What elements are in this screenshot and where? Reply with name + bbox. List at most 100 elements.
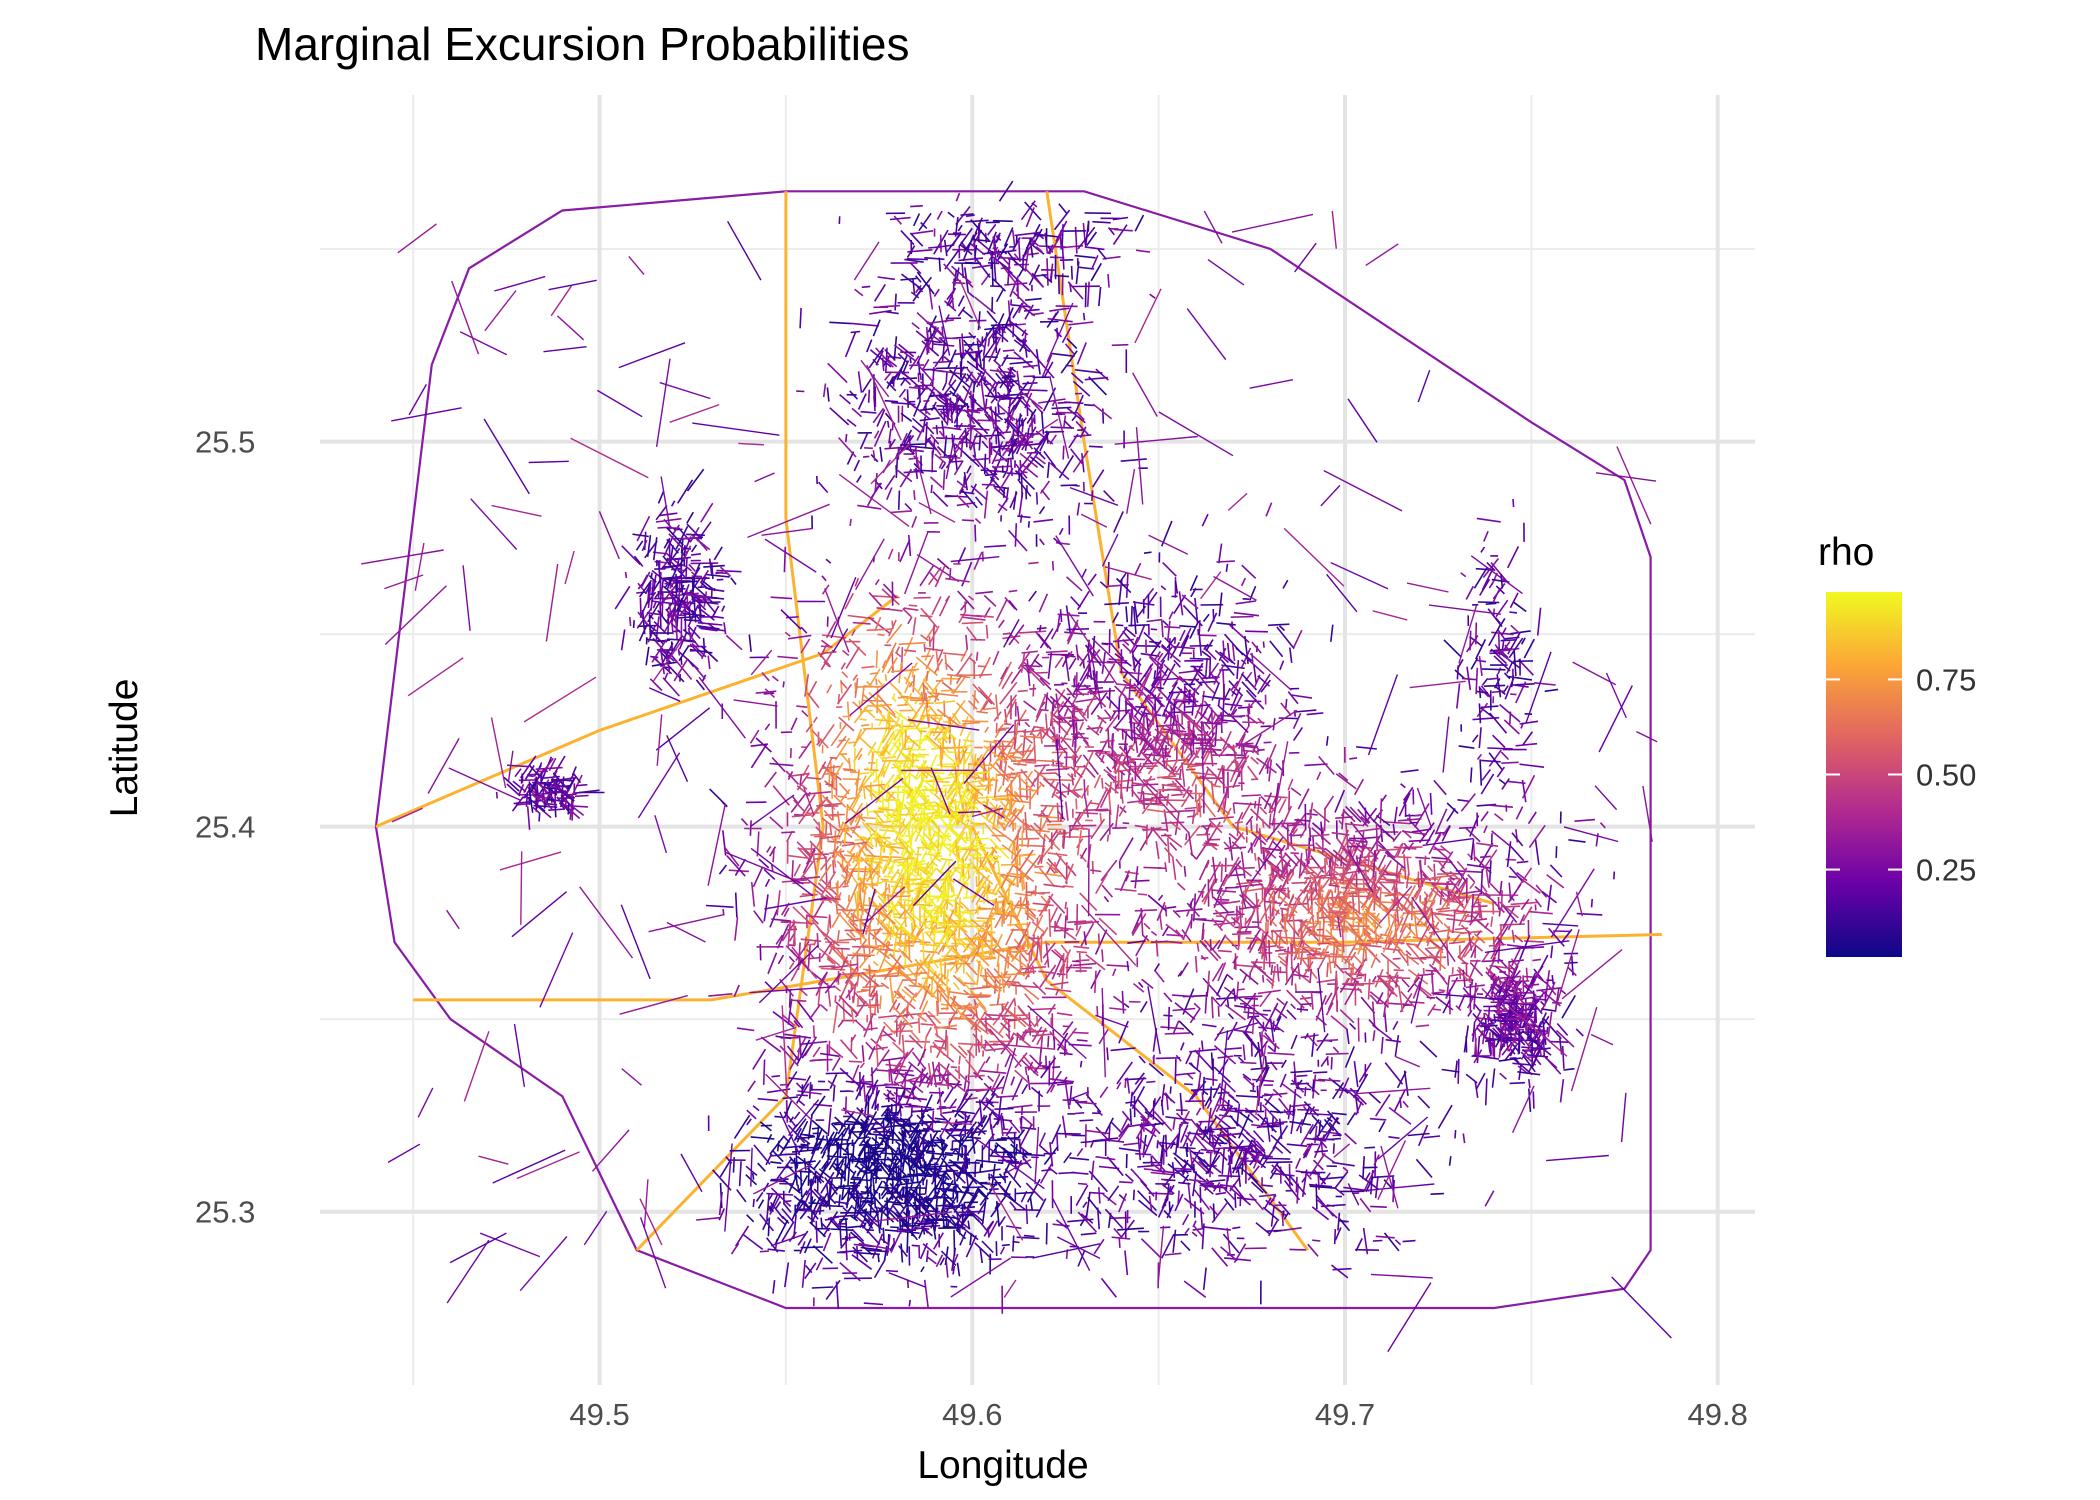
road-segment	[1072, 962, 1097, 967]
road-segment	[836, 683, 853, 705]
road-segment	[826, 958, 834, 965]
road-segment	[1294, 983, 1297, 993]
road-segment	[1294, 709, 1317, 713]
road-segment	[1223, 784, 1241, 789]
road-segment	[976, 784, 993, 788]
road-segment	[847, 788, 863, 811]
road-segment	[974, 1005, 977, 1013]
road-segment	[1171, 793, 1184, 797]
road-segment	[956, 806, 972, 825]
road-segment	[931, 860, 939, 867]
road-segment	[864, 1094, 868, 1115]
road-segment	[842, 1123, 851, 1138]
road-segment	[1019, 630, 1047, 634]
road-segment	[1034, 885, 1037, 896]
road-segment	[925, 861, 930, 869]
road-segment	[1164, 862, 1168, 873]
road-segment	[1424, 947, 1441, 964]
road-segment	[1115, 786, 1132, 789]
road-segment	[962, 721, 981, 725]
road-segment	[734, 858, 747, 877]
road-segment	[946, 986, 950, 1000]
road-segment	[898, 816, 901, 830]
road-segment	[937, 774, 944, 782]
road-segment	[1432, 912, 1455, 917]
road-segment	[960, 731, 971, 755]
road-segment	[1072, 828, 1079, 831]
road-segment	[788, 962, 795, 970]
road-segment	[1002, 810, 1018, 831]
road-segment	[951, 1009, 959, 1019]
road-segment	[1048, 909, 1052, 937]
road-segment	[857, 685, 883, 688]
road-segment	[1068, 657, 1077, 670]
road-segment	[1079, 721, 1085, 731]
road-segment	[1412, 936, 1423, 940]
road-segment	[1235, 866, 1255, 870]
road-segment	[893, 918, 911, 935]
road-segment	[987, 909, 997, 925]
road-segment	[883, 875, 893, 878]
road-segment	[1181, 762, 1186, 787]
road-segment	[809, 840, 827, 859]
road-segment	[903, 866, 917, 885]
road-segment	[1055, 989, 1060, 996]
road-segment	[1226, 973, 1234, 981]
road-segment	[1380, 1036, 1384, 1054]
road-segment	[1380, 952, 1401, 970]
road-segment	[1137, 981, 1144, 988]
road-segment	[1107, 727, 1110, 749]
road-segment	[897, 695, 909, 699]
road-segment	[864, 944, 879, 948]
road-segment	[787, 771, 794, 780]
road-segment	[812, 1025, 816, 1039]
road-segment	[812, 716, 818, 723]
road-segment	[922, 778, 935, 790]
road-segment	[910, 848, 913, 866]
road-segment	[1128, 678, 1132, 699]
road-segment	[1185, 910, 1190, 917]
road-segment	[1001, 1115, 1006, 1130]
road-segment	[1038, 1047, 1042, 1065]
road-segment	[1051, 949, 1067, 963]
road-segment	[979, 692, 993, 713]
road-segment	[930, 692, 959, 697]
road-segment	[908, 604, 918, 607]
road-segment	[906, 788, 913, 799]
road-segment	[944, 879, 948, 898]
road-segment	[897, 703, 908, 707]
road-segment	[1011, 807, 1017, 815]
road-segment	[856, 474, 862, 483]
road-segment	[1461, 890, 1481, 895]
road-segment	[1139, 1000, 1148, 1013]
road-segment	[857, 735, 872, 749]
road-segment	[819, 782, 823, 808]
road-segment	[1212, 608, 1215, 622]
road-segment	[1144, 778, 1156, 782]
road-segment	[919, 565, 934, 587]
road-segment	[881, 1029, 897, 1043]
road-segment	[1406, 953, 1409, 966]
road-segment	[910, 801, 936, 807]
road-segment	[845, 646, 860, 669]
road-segment	[949, 568, 952, 580]
road-segment	[763, 894, 769, 922]
road-segment	[1050, 981, 1069, 986]
road-segment	[1270, 970, 1287, 974]
road-segment	[752, 1105, 760, 1112]
road-segment	[902, 741, 916, 768]
road-segment	[885, 1086, 912, 1090]
road-segment	[900, 853, 911, 867]
road-segment	[1316, 928, 1324, 931]
road-segment	[1467, 874, 1476, 883]
road-segment	[1325, 1002, 1334, 1016]
road-segment	[858, 772, 870, 775]
road-segment	[789, 933, 795, 942]
road-segment	[1191, 809, 1196, 825]
road-segment	[747, 1080, 756, 1093]
road-segment	[1016, 1032, 1025, 1041]
road-segment	[895, 727, 912, 732]
road-segment	[881, 848, 895, 873]
road-segment	[947, 716, 951, 729]
road-segment	[771, 918, 791, 922]
